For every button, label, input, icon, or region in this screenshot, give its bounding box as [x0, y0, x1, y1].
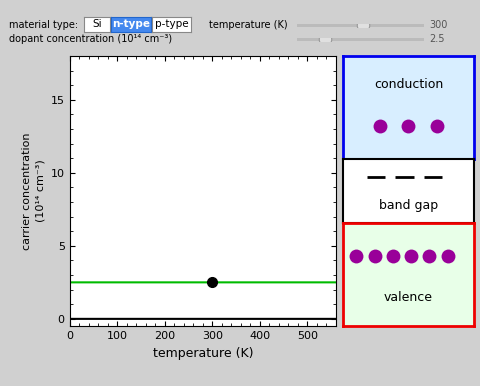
Text: dopant concentration (10¹⁴ cm⁻³): dopant concentration (10¹⁴ cm⁻³): [9, 34, 172, 44]
Text: temperature (K): temperature (K): [209, 20, 288, 30]
Text: band gap: band gap: [379, 199, 438, 212]
X-axis label: temperature (K): temperature (K): [153, 347, 253, 360]
Text: Si: Si: [92, 19, 102, 29]
Text: 300: 300: [430, 20, 448, 30]
Text: valence: valence: [384, 291, 433, 304]
Text: material type:: material type:: [9, 20, 78, 30]
Text: n-type: n-type: [112, 19, 150, 29]
Y-axis label: carrier concentration
(10¹⁴ cm⁻³): carrier concentration (10¹⁴ cm⁻³): [22, 132, 45, 250]
Text: 2.5: 2.5: [430, 34, 445, 44]
Text: conduction: conduction: [374, 78, 443, 91]
Text: p-type: p-type: [155, 19, 188, 29]
